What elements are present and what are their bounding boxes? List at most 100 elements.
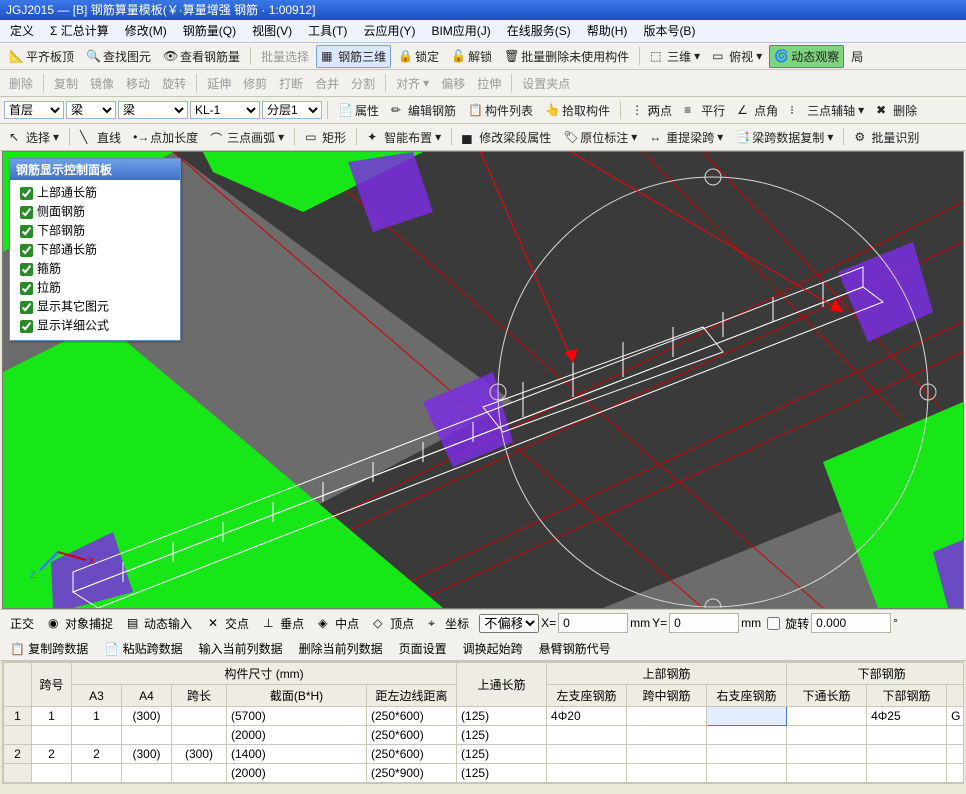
mirror-button[interactable]: 镜像	[85, 72, 119, 95]
rejudge-span-button[interactable]: ↔重提梁跨▾	[644, 126, 728, 149]
cell[interactable]	[707, 707, 787, 726]
copy-span-data[interactable]: 📋 复制跨数据	[6, 638, 92, 659]
cell[interactable]	[172, 726, 227, 745]
cell[interactable]	[32, 764, 72, 783]
cell[interactable]	[867, 726, 947, 745]
find-elem-button[interactable]: 🔍查找图元	[81, 45, 156, 68]
cell[interactable]: (250*600)	[367, 745, 457, 764]
rotate-button[interactable]: 旋转	[157, 72, 191, 95]
col-dist[interactable]: 距左边线距离	[367, 685, 457, 707]
cell[interactable]	[627, 764, 707, 783]
cell[interactable]	[122, 764, 172, 783]
panel-item[interactable]: 显示详细公式	[16, 317, 174, 336]
member2-select[interactable]: 梁	[118, 101, 188, 119]
chk[interactable]	[20, 301, 33, 314]
row-head[interactable]	[4, 726, 32, 745]
arc-tool[interactable]: ⌒三点画弧▾	[205, 126, 289, 149]
cell[interactable]: (1400)	[227, 745, 367, 764]
cell[interactable]: (125)	[457, 726, 547, 745]
col-sec[interactable]: 截面(B*H)	[227, 685, 367, 707]
cell[interactable]: (250*900)	[367, 764, 457, 783]
merge-button[interactable]: 合并	[310, 72, 344, 95]
cell[interactable]	[787, 726, 867, 745]
input-col-data[interactable]: 输入当前列数据	[195, 638, 287, 659]
grip-button[interactable]: 设置夹点	[517, 72, 575, 95]
menu-item[interactable]: 版本号(B)	[637, 20, 701, 42]
cell[interactable]: (5700)	[227, 707, 367, 726]
cell[interactable]	[787, 707, 867, 726]
cell[interactable]: (125)	[457, 707, 547, 726]
point-angle-button[interactable]: ∠点角	[732, 99, 783, 122]
three-point-axis-button[interactable]: ⁝三点辅轴▾	[785, 99, 869, 122]
menu-item[interactable]: Σ 汇总计算	[44, 20, 115, 42]
attr-button[interactable]: 📄属性	[333, 99, 384, 122]
col-left-sup[interactable]: 左支座钢筋	[547, 685, 627, 707]
col-bot[interactable]: 下部钢筋	[867, 685, 947, 707]
snap-intersect[interactable]: ✕交点	[202, 612, 255, 635]
rect-tool[interactable]: ▭矩形	[300, 126, 351, 149]
col-len[interactable]: 跨长	[172, 685, 227, 707]
menu-item[interactable]: 定义	[4, 20, 40, 42]
panel-item[interactable]: 下部通长筋	[16, 241, 174, 260]
cell[interactable]: G	[947, 707, 964, 726]
cell[interactable]	[72, 726, 122, 745]
col-a3[interactable]: A3	[72, 685, 122, 707]
panel-item[interactable]: 拉筋	[16, 279, 174, 298]
look-rebar-button[interactable]: 👁查看钢筋量	[158, 45, 245, 68]
cell[interactable]: 1	[32, 707, 72, 726]
chk[interactable]	[20, 282, 33, 295]
col-bot-long[interactable]: 下通长筋	[787, 685, 867, 707]
paste-span-data[interactable]: 📄 粘贴跨数据	[100, 638, 186, 659]
extend-button[interactable]: 延伸	[202, 72, 236, 95]
snap-mid[interactable]: ◈中点	[312, 612, 365, 635]
row-head[interactable]: 1	[4, 707, 32, 726]
select-tool[interactable]: ↖选择▾	[4, 126, 64, 149]
point-length-tool[interactable]: •→点加长度	[128, 126, 203, 149]
row-head[interactable]: 2	[4, 745, 32, 764]
cell[interactable]	[707, 745, 787, 764]
cell[interactable]: (2000)	[227, 764, 367, 783]
col-right-sup[interactable]: 右支座钢筋	[707, 685, 787, 707]
menu-item[interactable]: 在线服务(S)	[501, 20, 577, 42]
cell[interactable]	[32, 726, 72, 745]
menu-item[interactable]: 钢筋量(Q)	[177, 20, 242, 42]
cell[interactable]: 2	[72, 745, 122, 764]
layer-select[interactable]: 分层1	[262, 101, 322, 119]
cantilever-code[interactable]: 悬臂钢筋代号	[535, 638, 615, 659]
span-data-copy-button[interactable]: 📑梁跨数据复制▾	[730, 126, 838, 149]
orbit-button[interactable]: 🌀动态观察	[769, 45, 844, 68]
unlock-button[interactable]: 🔓解锁	[446, 45, 497, 68]
name-select[interactable]: KL-1	[190, 101, 260, 119]
cell[interactable]: 4Φ25	[867, 707, 947, 726]
stretch-button[interactable]: 拉伸	[472, 72, 506, 95]
cell[interactable]: 2	[32, 745, 72, 764]
chk[interactable]	[20, 263, 33, 276]
cell[interactable]	[72, 764, 122, 783]
cell[interactable]	[947, 764, 964, 783]
cell[interactable]	[947, 726, 964, 745]
cell[interactable]: (300)	[122, 707, 172, 726]
cell[interactable]	[867, 764, 947, 783]
batch-select-button[interactable]: 批量选择	[256, 45, 314, 68]
batch-del-button[interactable]: 🗑批量删除未使用构件	[499, 45, 634, 68]
cell[interactable]: 1	[72, 707, 122, 726]
rotate-field[interactable]: 0.000	[811, 613, 891, 633]
top-view-button[interactable]: ▭俯视▾	[707, 45, 767, 68]
rotate-check[interactable]	[767, 617, 780, 630]
row-head[interactable]	[4, 764, 32, 783]
chk[interactable]	[20, 225, 33, 238]
menu-item[interactable]: 工具(T)	[302, 20, 353, 42]
parallel-button[interactable]: ≡平行	[679, 99, 730, 122]
cell[interactable]	[787, 745, 867, 764]
lock-button[interactable]: 🔒锁定	[393, 45, 444, 68]
delete-button[interactable]: 删除	[4, 72, 38, 95]
cell[interactable]: (250*600)	[367, 707, 457, 726]
insitu-label-button[interactable]: 🏷原位标注▾	[558, 126, 642, 149]
break-button[interactable]: 打断	[274, 72, 308, 95]
chk[interactable]	[20, 244, 33, 257]
menu-item[interactable]: 云应用(Y)	[357, 20, 421, 42]
y-field[interactable]: 0	[669, 613, 739, 633]
data-grid[interactable]: 跨号 构件尺寸 (mm) 上通长筋 上部钢筋 下部钢筋 A3 A4 跨长 截面(…	[3, 662, 964, 783]
split-button[interactable]: 分割	[346, 72, 380, 95]
batch-recog-button[interactable]: ⚙批量识别	[849, 126, 924, 149]
